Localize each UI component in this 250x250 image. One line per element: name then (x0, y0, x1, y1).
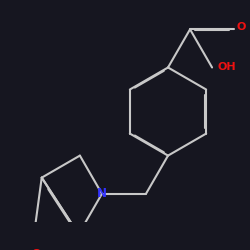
Text: O: O (236, 22, 246, 32)
Text: N: N (97, 187, 107, 200)
Text: OH: OH (217, 62, 236, 72)
Text: O: O (32, 249, 41, 250)
